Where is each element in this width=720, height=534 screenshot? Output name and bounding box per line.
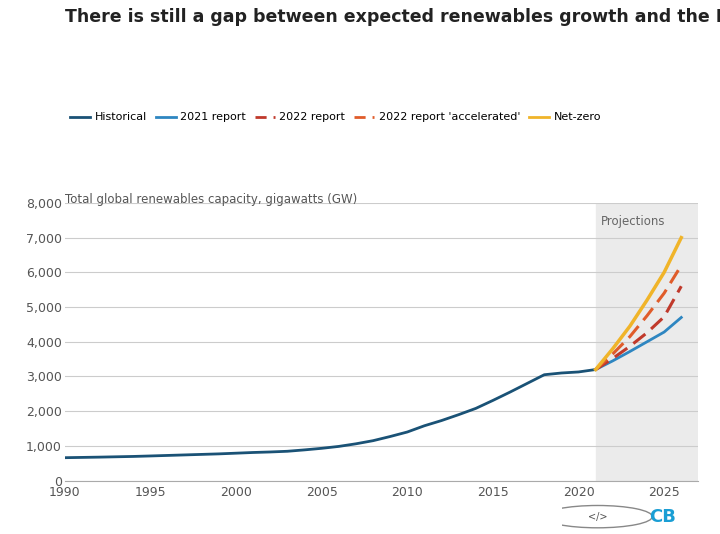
Historical	[591, 366, 600, 373]
Historical	[420, 422, 428, 429]
Historical	[523, 380, 531, 387]
Historical	[300, 446, 309, 453]
2022 report 'accelerated'	[608, 351, 617, 357]
2022 report	[677, 283, 685, 289]
2022 report	[643, 329, 652, 336]
Net-zero	[660, 269, 668, 276]
Historical	[283, 448, 292, 454]
Line: 2021 report: 2021 report	[595, 317, 681, 370]
Historical	[351, 441, 360, 447]
Line: 2022 report: 2022 report	[595, 286, 681, 370]
Historical	[557, 370, 566, 376]
Line: 2022 report 'accelerated': 2022 report 'accelerated'	[595, 265, 681, 370]
Historical	[266, 449, 274, 455]
Historical	[505, 389, 514, 395]
Historical	[129, 453, 138, 460]
Text: </>: </>	[588, 512, 608, 522]
Historical	[180, 452, 189, 458]
2021 report	[643, 339, 652, 345]
Historical	[146, 453, 155, 459]
Historical	[403, 429, 412, 435]
Historical	[112, 453, 120, 460]
2021 report	[677, 314, 685, 320]
Historical	[215, 451, 223, 457]
2021 report	[608, 358, 617, 364]
2021 report	[660, 329, 668, 335]
Historical	[489, 397, 498, 404]
Historical	[60, 454, 69, 461]
Historical	[472, 405, 480, 412]
Historical	[335, 443, 343, 450]
Net-zero	[643, 297, 652, 303]
Historical	[454, 411, 463, 418]
2022 report 'accelerated'	[660, 290, 668, 296]
Historical	[78, 454, 86, 461]
Historical	[575, 369, 583, 375]
Line: Net-zero: Net-zero	[595, 238, 681, 370]
Historical	[437, 418, 446, 424]
Historical	[318, 445, 326, 452]
Historical	[95, 454, 104, 460]
Text: Total global renewables capacity, gigawatts (GW): Total global renewables capacity, gigawa…	[65, 193, 357, 206]
Historical	[249, 449, 258, 456]
2022 report 'accelerated'	[643, 312, 652, 319]
Historical	[163, 452, 172, 459]
Text: CB: CB	[649, 508, 676, 525]
2022 report	[626, 343, 634, 349]
2022 report	[591, 366, 600, 373]
Net-zero	[608, 345, 617, 352]
Text: There is still a gap between expected renewables growth and the IEA net-zero tra: There is still a gap between expected re…	[65, 8, 720, 26]
Historical	[540, 372, 549, 378]
Text: Projections: Projections	[600, 215, 665, 228]
Historical	[197, 451, 206, 458]
2021 report	[626, 348, 634, 355]
Line: Historical: Historical	[65, 370, 595, 458]
2022 report	[660, 313, 668, 320]
2022 report 'accelerated'	[591, 366, 600, 373]
2022 report	[608, 355, 617, 362]
Net-zero	[677, 234, 685, 241]
Net-zero	[626, 323, 634, 329]
2022 report 'accelerated'	[626, 333, 634, 340]
2021 report	[591, 366, 600, 373]
Net-zero	[591, 366, 600, 373]
Historical	[232, 450, 240, 457]
Historical	[369, 437, 377, 444]
2022 report 'accelerated'	[677, 262, 685, 269]
Historical	[386, 433, 395, 439]
Legend: Historical, 2021 report, 2022 report, 2022 report 'accelerated', Net-zero: Historical, 2021 report, 2022 report, 20…	[71, 112, 601, 122]
Bar	[595, 203, 707, 481]
